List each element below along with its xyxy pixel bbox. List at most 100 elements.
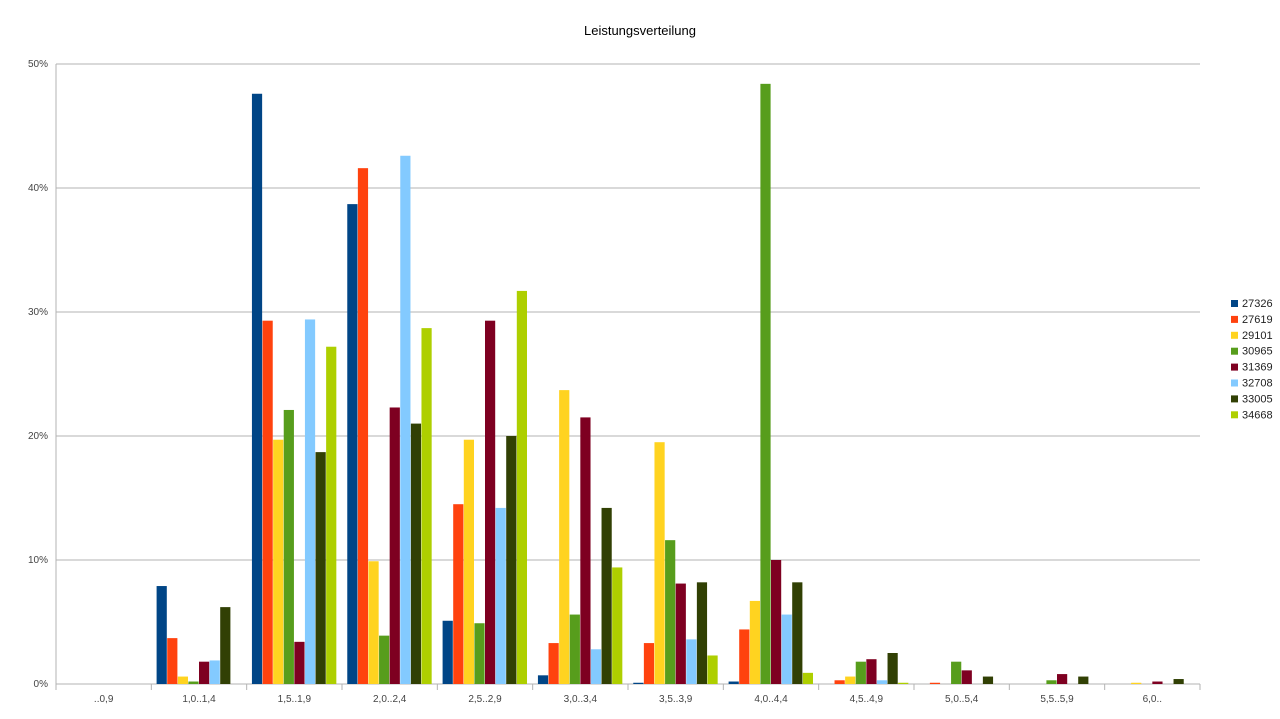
bar [273, 439, 284, 684]
bar [866, 659, 877, 684]
x-tick-label: 3,5..3,9 [659, 694, 693, 705]
bar [887, 653, 898, 684]
bar [898, 682, 909, 684]
bar [781, 614, 792, 684]
bar [209, 660, 220, 684]
bar [368, 561, 379, 684]
bar [665, 540, 676, 684]
bar [442, 620, 453, 684]
bar [315, 452, 326, 684]
x-tick-label: 1,0..1,4 [182, 694, 216, 705]
bar [326, 346, 337, 684]
x-tick-label: 5,5..5,9 [1040, 694, 1074, 705]
bar [590, 649, 602, 684]
bar [453, 504, 464, 684]
bar [728, 681, 739, 684]
bar [760, 83, 771, 685]
legend-label: 31369 [1242, 362, 1273, 374]
bar [167, 638, 178, 684]
bar [675, 583, 686, 684]
bar [379, 635, 390, 684]
bar [792, 582, 803, 684]
bar [283, 409, 294, 684]
x-tick-label: 4,5..4,9 [850, 694, 884, 705]
gridlines [55, 63, 1200, 685]
legend-swatch [1231, 379, 1238, 387]
legend-swatch [1231, 300, 1238, 307]
y-tick-label: 50% [28, 59, 48, 70]
bar [929, 682, 941, 684]
bar [347, 204, 358, 684]
bar [421, 328, 432, 684]
bar [1173, 679, 1184, 684]
bar [982, 676, 994, 684]
bar [188, 681, 199, 684]
x-axis-ticks: ..0,9 1,0..1,4 1,5..1,9 2,0..2,4 2,5..2,9 3,0… [55, 684, 1201, 705]
x-tick-label: 4,0..4,4 [754, 694, 788, 705]
bar [1046, 680, 1057, 684]
bar [156, 586, 167, 684]
bar [463, 439, 474, 684]
bar [177, 676, 188, 684]
legend-label: 33005 [1242, 393, 1273, 405]
bar [876, 680, 888, 684]
bar [304, 319, 316, 684]
legend-swatch [1231, 315, 1238, 323]
bar [516, 290, 527, 684]
bar [1057, 674, 1068, 684]
y-axis-ticks: 0% 10% 20% 30% 40% 50% [28, 59, 48, 690]
y-tick-label: 30% [28, 307, 48, 318]
bar [643, 643, 655, 684]
legend-label: 27326 [1242, 298, 1273, 310]
legend-swatch [1231, 363, 1238, 371]
bar [601, 507, 612, 684]
x-tick-label: 2,0..2,4 [373, 694, 407, 705]
x-tick-label: 3,0..3,4 [564, 694, 598, 705]
bar [686, 639, 697, 684]
bar [199, 661, 210, 684]
legend-swatch [1231, 331, 1238, 339]
bar [696, 582, 708, 684]
bar [802, 672, 813, 684]
bar [633, 682, 644, 684]
legend-label: 34668 [1242, 409, 1273, 421]
bar [1152, 681, 1163, 684]
x-tick-label: 6,0.. [1143, 694, 1162, 705]
bar [1078, 676, 1089, 684]
bar [749, 600, 760, 684]
bar [580, 417, 591, 684]
bar [410, 423, 422, 684]
legend-label: 30965 [1242, 346, 1273, 358]
bar [495, 507, 506, 684]
bar [739, 629, 750, 684]
bar [845, 676, 856, 684]
legend-swatch [1231, 395, 1238, 403]
x-tick-label: 5,0..5,4 [945, 694, 979, 705]
bar [548, 643, 559, 684]
bar [654, 442, 665, 684]
bar [357, 168, 369, 684]
bar [612, 567, 623, 684]
legend: 27326 27619 29101 30965 31369 32708 33005 34668 [1231, 298, 1273, 421]
y-tick-label: 0% [34, 679, 49, 690]
bar [961, 670, 972, 684]
bar [569, 614, 580, 684]
legend-swatch [1231, 347, 1238, 355]
bar [834, 680, 845, 684]
bar [707, 655, 718, 684]
bar [951, 661, 962, 684]
bar [262, 320, 273, 684]
bar [251, 93, 263, 684]
y-tick-label: 10% [28, 555, 48, 566]
y-tick-label: 20% [28, 431, 48, 442]
legend-swatch [1231, 411, 1238, 419]
bars [156, 83, 1184, 685]
x-tick-label: 1,5..1,9 [278, 694, 312, 705]
x-tick-label: ..0,9 [94, 694, 114, 705]
bar [389, 407, 400, 684]
bar [294, 641, 305, 684]
legend-label: 32708 [1242, 378, 1273, 390]
chart-title: Leistungsverteilung [584, 23, 696, 38]
legend-label: 29101 [1242, 330, 1273, 342]
